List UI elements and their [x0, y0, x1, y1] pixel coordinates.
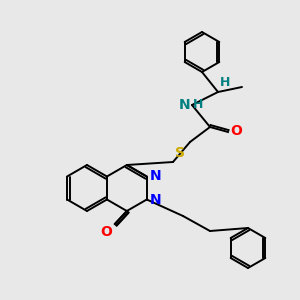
- Text: S: S: [175, 146, 185, 160]
- Text: H: H: [193, 98, 203, 110]
- Text: O: O: [230, 124, 242, 138]
- Text: O: O: [100, 225, 112, 239]
- Text: N: N: [150, 193, 161, 206]
- Text: H: H: [220, 76, 230, 89]
- Text: N: N: [150, 169, 161, 184]
- Text: N: N: [178, 98, 190, 112]
